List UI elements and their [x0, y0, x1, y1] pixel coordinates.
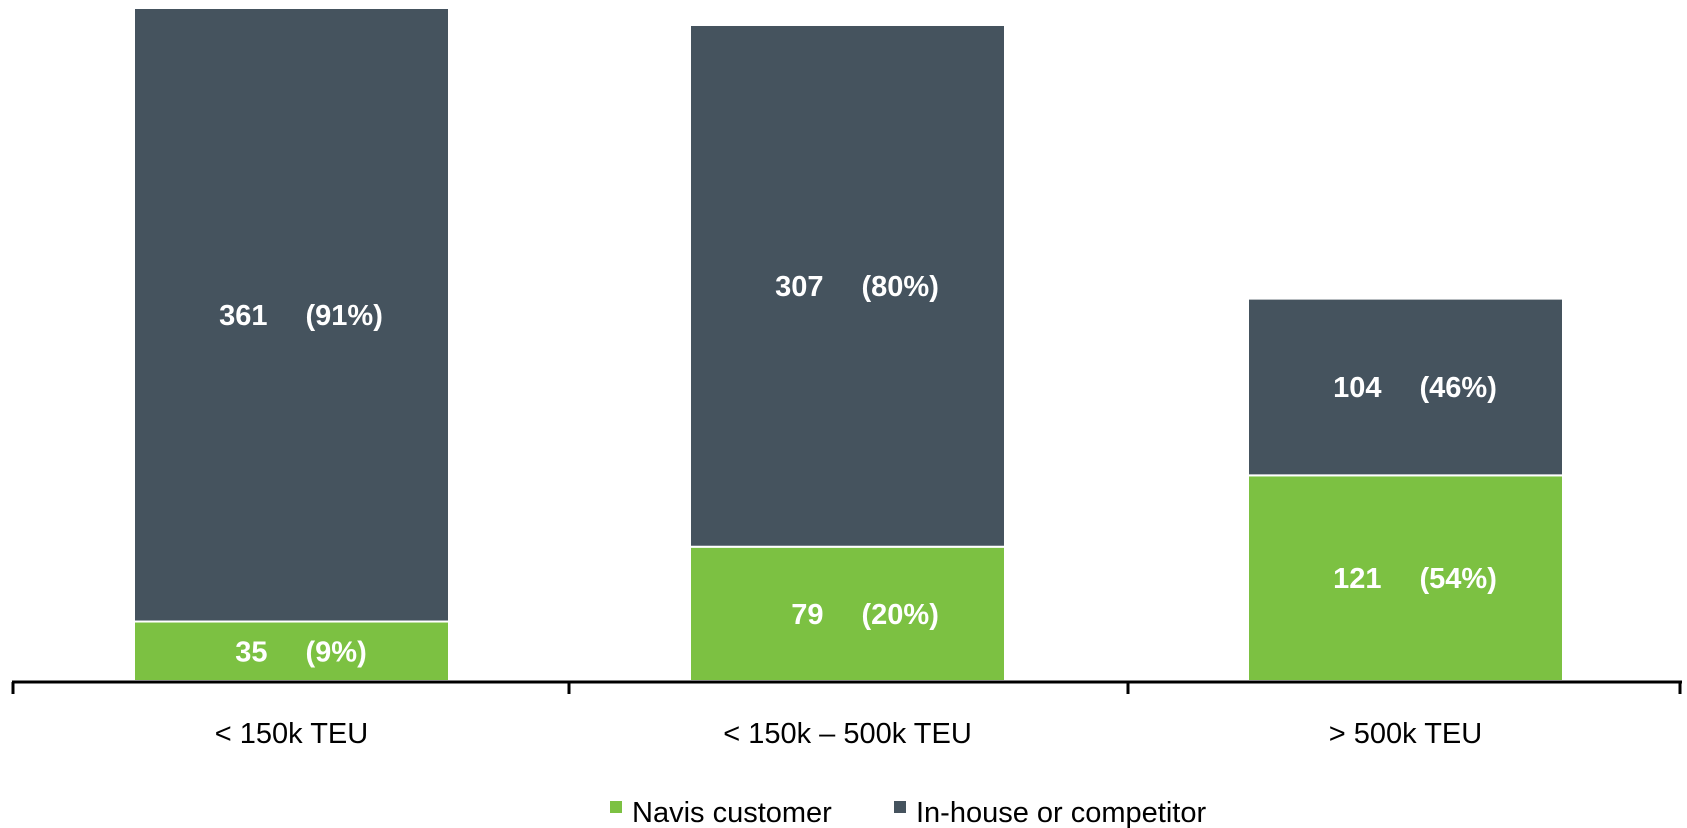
value-label-inhouse-1: 361 [219, 300, 267, 332]
percent-label-inhouse-1: (91%) [306, 300, 383, 332]
percent-label-navis-2: (20%) [862, 599, 939, 631]
x-axis [11, 680, 1682, 694]
bar-segment-inhouse-2 [689, 23, 1006, 548]
x-tick-labels: < 150k TEU < 150k – 500k TEU > 500k TEU [215, 718, 1482, 750]
percent-label-inhouse-2: (80%) [862, 271, 939, 303]
bar-segment-navis-2 [689, 545, 1006, 683]
x-tick-label-1: < 150k TEU [215, 718, 368, 750]
value-label-navis-3: 121 [1333, 563, 1381, 595]
x-tick-label-2: < 150k – 500k TEU [723, 718, 972, 750]
value-label-navis-1: 35 [235, 636, 267, 668]
bar-segment-inhouse-3 [1247, 297, 1564, 477]
legend-swatch-navis [610, 801, 622, 813]
x-tick-label-3: > 500k TEU [1329, 718, 1482, 750]
legend: Navis customer In-house or competitor [610, 797, 1206, 828]
legend-label-navis: Navis customer [632, 797, 832, 828]
bars-group [133, 7, 1564, 683]
bar-segment-navis-1 [133, 620, 450, 683]
value-label-inhouse-2: 307 [775, 271, 823, 303]
bar-segment-inhouse-1 [133, 7, 450, 623]
percent-label-navis-1: (9%) [306, 636, 367, 668]
percent-label-inhouse-3: (46%) [1420, 372, 1497, 404]
value-label-inhouse-3: 104 [1333, 372, 1381, 404]
value-label-navis-2: 79 [791, 599, 823, 631]
legend-label-inhouse: In-house or competitor [916, 797, 1206, 828]
percent-label-navis-3: (54%) [1420, 563, 1497, 595]
legend-swatch-inhouse [894, 801, 906, 813]
bar-segment-navis-3 [1247, 474, 1564, 682]
value-labels-group: 35 (9%) 361 (91%) 79 (20%) 307 (80%) 121 (54%) 104… [219, 271, 1497, 668]
